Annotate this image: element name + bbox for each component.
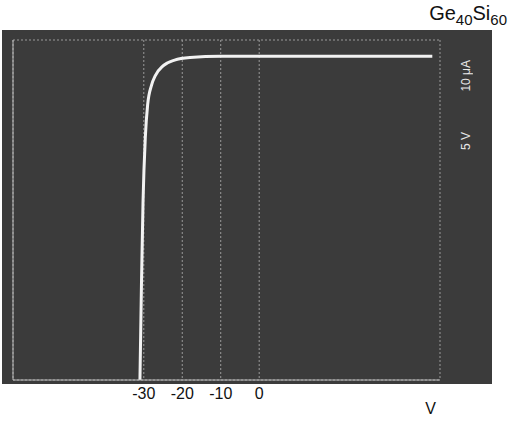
html-text:Ge40Si60: Ge40Si60 xyxy=(429,2,507,28)
svg-text:V: V xyxy=(425,400,436,417)
svg-text:0: 0 xyxy=(255,385,264,402)
html-text:10 μA: 10 μA xyxy=(459,60,473,92)
html-text:5 V: 5 V xyxy=(459,131,473,150)
svg-text:-30: -30 xyxy=(132,385,155,402)
svg-text:-20: -20 xyxy=(171,385,194,402)
svg-text:-10: -10 xyxy=(209,385,232,402)
